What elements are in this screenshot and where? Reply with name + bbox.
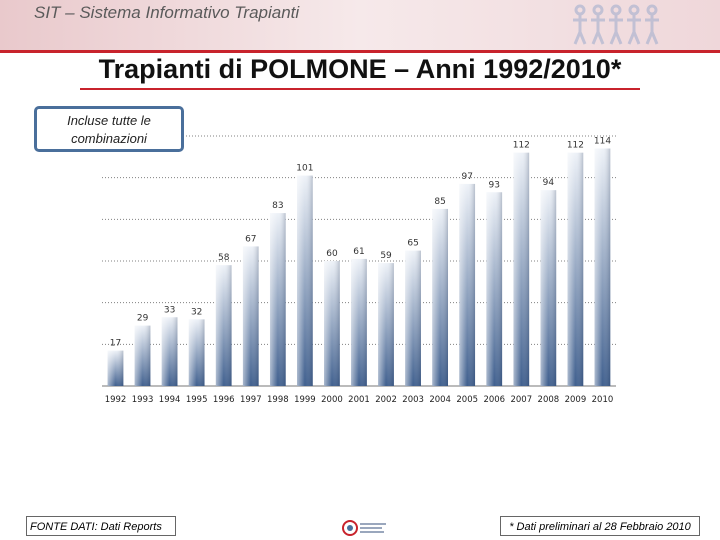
data-label: 65 (407, 239, 418, 249)
data-label: 61 (353, 247, 364, 257)
bar (432, 208, 449, 386)
x-tick-label: 1998 (267, 395, 289, 405)
people-chain-logo-icon (573, 4, 659, 45)
x-tick-label: 2009 (565, 395, 587, 405)
x-tick-label: 1995 (186, 395, 208, 405)
data-label: 112 (567, 141, 584, 151)
data-label: 94 (543, 178, 555, 188)
x-tick-label: 2002 (375, 395, 397, 405)
bar-shading (378, 263, 394, 386)
title-underline (80, 88, 640, 90)
data-label: 93 (489, 180, 500, 190)
bar-shading (269, 213, 286, 386)
data-label: 112 (513, 141, 530, 151)
bar (188, 319, 205, 386)
bar (134, 325, 151, 386)
bar (513, 152, 530, 386)
header-title: SIT – Sistema Informativo Trapianti (34, 3, 300, 22)
bar (351, 258, 367, 386)
bar-shading (432, 208, 449, 386)
footer-note: * Dati preliminari al 28 Febbraio 2010 (500, 516, 700, 536)
data-label: 59 (380, 251, 392, 261)
x-tick-label: 2000 (321, 395, 343, 405)
data-label: 32 (191, 307, 202, 317)
data-label: 33 (164, 305, 175, 315)
bar (567, 152, 584, 386)
bar-shading (486, 192, 503, 386)
bar-shading (188, 319, 205, 386)
x-tick-label: 2004 (429, 395, 451, 405)
bar-shading (215, 265, 232, 386)
bar-shading (324, 261, 340, 386)
bar (269, 213, 286, 386)
x-tick-label: 1996 (213, 395, 235, 405)
bar-shading (513, 152, 530, 386)
bar (486, 192, 503, 386)
bar-shading (594, 148, 611, 386)
bar-shading (567, 152, 584, 386)
header-bar: SIT – Sistema Informativo Trapianti (0, 0, 720, 53)
x-tick-label: 2008 (538, 395, 560, 405)
bar (161, 317, 178, 386)
footer-source: FONTE DATI: Dati Reports (26, 516, 176, 536)
bar (540, 190, 557, 386)
data-label: 85 (434, 197, 445, 207)
bar-shading (297, 175, 313, 386)
x-tick-label: 1997 (240, 395, 262, 405)
bar-shading (540, 190, 557, 386)
bar-shading (134, 325, 151, 386)
bar (297, 175, 313, 386)
data-label: 60 (326, 249, 338, 259)
bar-shading (161, 317, 178, 386)
x-tick-label: 1999 (294, 395, 316, 405)
data-label: 97 (461, 172, 472, 182)
data-label: 83 (272, 201, 283, 211)
bar (242, 246, 259, 386)
bar-shading (242, 246, 259, 386)
x-tick-label: 2003 (402, 395, 424, 405)
callout-note: Incluse tutte le combinazioni (34, 106, 184, 152)
data-label: 29 (137, 314, 149, 324)
bar-shading (405, 250, 421, 386)
x-tick-label: 2006 (483, 395, 505, 405)
data-label: 58 (218, 253, 230, 263)
x-tick-label: 2001 (348, 395, 370, 405)
bars (107, 148, 611, 386)
x-tick-label: 1993 (132, 395, 154, 405)
data-label: 101 (296, 164, 313, 174)
bar (378, 263, 394, 386)
bar-shading (351, 258, 367, 386)
x-tick-label: 2010 (592, 395, 614, 405)
centro-nazionale-trapianti-logo-icon (342, 520, 386, 536)
bar-shading (459, 183, 476, 386)
bar (107, 350, 124, 386)
data-label: 17 (110, 339, 121, 349)
bar (405, 250, 421, 386)
bar (215, 265, 232, 386)
bar-chart: 17 29 33 32 58 67 83 101 60 61 59 65 85 97 93 112 94 112 1… (102, 135, 616, 405)
x-tick-label: 1992 (105, 395, 127, 405)
bar (459, 183, 476, 386)
x-tick-labels: 1992 1993 1994 1995 1996 1997 1998 1999 2000 2001… (105, 395, 614, 405)
x-tick-label: 2007 (510, 395, 532, 405)
data-label: 114 (594, 137, 611, 147)
x-tick-label: 2005 (456, 395, 478, 405)
x-tick-label: 1994 (159, 395, 181, 405)
bar-shading (107, 350, 124, 386)
data-labels: 17 29 33 32 58 67 83 101 60 61 59 65 85 97 93 112 94 112 1… (110, 137, 612, 349)
bar (324, 261, 340, 386)
data-label: 67 (245, 234, 256, 244)
bar (594, 148, 611, 386)
page-title: Trapianti di POLMONE – Anni 1992/2010* (98, 54, 622, 84)
